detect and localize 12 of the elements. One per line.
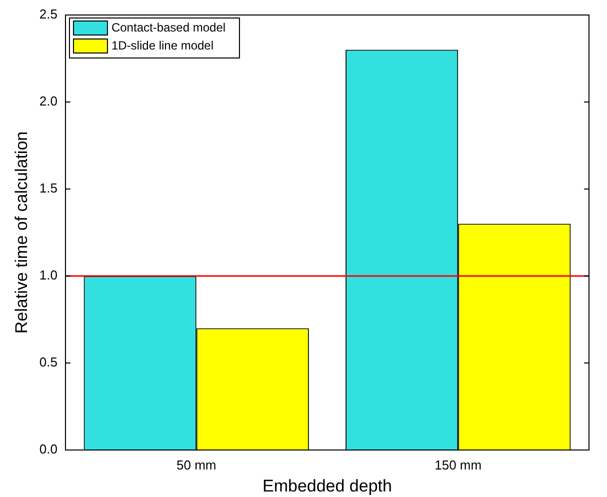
- y-tick-label: 1.5: [39, 180, 58, 196]
- legend-label: Contact-based model: [111, 20, 226, 34]
- y-tick-label: 2.5: [39, 6, 58, 22]
- y-axis-title: Relative time of calculation: [12, 131, 31, 334]
- legend-label: 1D-slide line model: [111, 38, 214, 52]
- x-axis-title: Embedded depth: [262, 476, 392, 496]
- y-tick-label: 2.0: [39, 94, 58, 109]
- x-tick-label: 50 mm: [176, 457, 216, 472]
- y-tick-label: 1.0: [39, 268, 58, 283]
- y-tick-label: 0.5: [39, 354, 58, 370]
- y-tick-label: 0.0: [39, 442, 58, 457]
- x-tick-label: 150 mm: [434, 457, 482, 472]
